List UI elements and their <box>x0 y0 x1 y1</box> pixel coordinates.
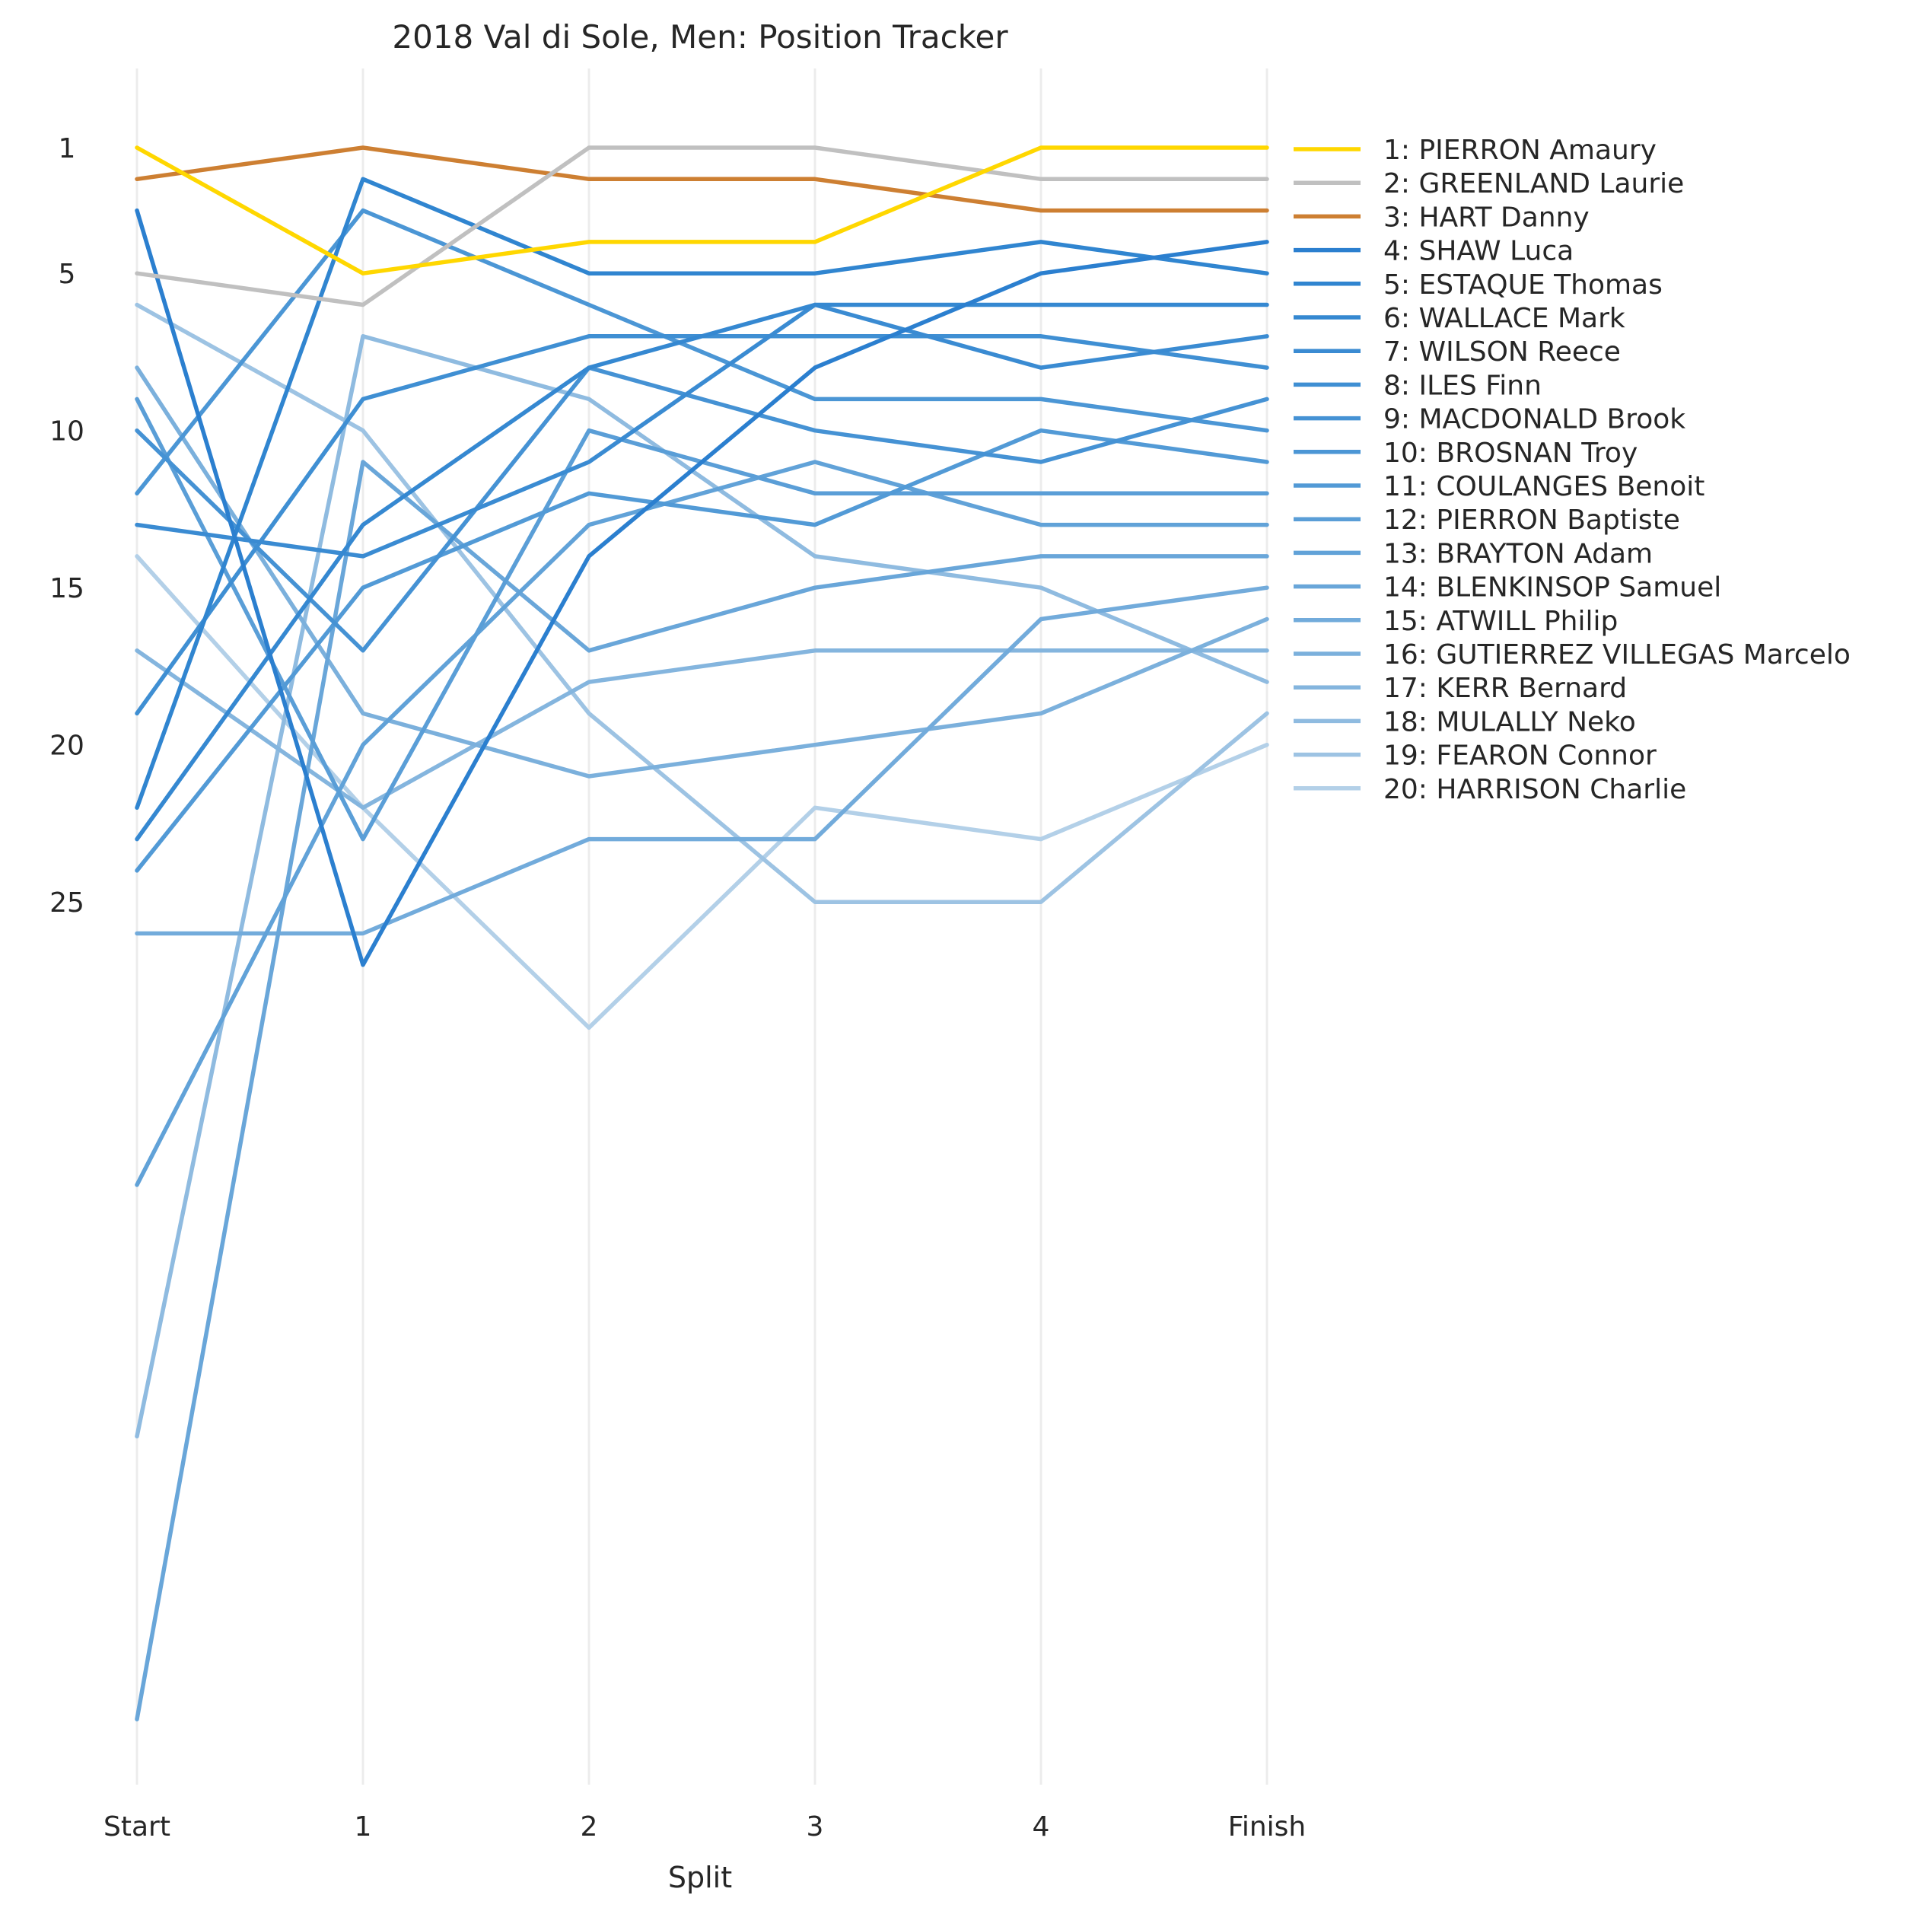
series-line-2 <box>135 145 1269 307</box>
y-tick-label: 1 <box>59 133 76 164</box>
legend-entry: 15: ATWILL Philip <box>1383 606 1618 637</box>
x-tick-label: Finish <box>1228 1811 1306 1843</box>
legend-entry: 18: MULALLY Neko <box>1383 706 1636 737</box>
x-tick-label: 4 <box>1033 1811 1050 1843</box>
legend-entry: 13: BRAYTON Adam <box>1383 538 1653 569</box>
x-tick-label: 2 <box>581 1811 598 1843</box>
legend-entry: 12: PIERRON Baptiste <box>1383 505 1680 536</box>
y-tick-label: 10 <box>49 416 84 447</box>
legend-entry: 10: BROSNAN Troy <box>1383 438 1638 469</box>
legend-entry: 20: HARRISON Charlie <box>1383 774 1686 805</box>
x-tick-label: Start <box>103 1811 170 1843</box>
legend-entry: 1: PIERRON Amaury <box>1383 135 1657 166</box>
y-tick-label: 5 <box>59 259 76 290</box>
legend-entry: 3: HART Danny <box>1383 202 1590 233</box>
series-line-11 <box>135 428 1269 873</box>
legend-entry: 6: WALLACE Mark <box>1383 303 1625 334</box>
series-line-19 <box>135 302 1269 904</box>
x-tick-label: 1 <box>355 1811 372 1843</box>
gridlines <box>135 68 1268 1785</box>
y-tick-label: 15 <box>49 573 84 604</box>
series-line-3 <box>135 145 1269 213</box>
series-line-5 <box>135 177 1269 811</box>
series-line-13 <box>135 460 1269 1187</box>
series-line-7 <box>135 302 1269 559</box>
series-line-10 <box>135 208 1269 496</box>
legend-entry: 19: FEARON Connor <box>1383 741 1657 772</box>
series-line-4 <box>135 208 1269 967</box>
legend-entry: 8: ILES Finn <box>1383 370 1542 401</box>
series-line-1 <box>135 145 1269 276</box>
legend-entry: 5: ESTAQUE Thomas <box>1383 269 1663 301</box>
series-line-15 <box>135 585 1269 936</box>
legend-entry: 16: GUTIERREZ VILLEGAS Marcelo <box>1383 639 1851 670</box>
legend-entry: 14: BLENKINSOP Samuel <box>1383 572 1721 604</box>
legend-entry: 4: SHAW Luca <box>1383 236 1574 267</box>
x-axis-label: Split <box>668 1861 732 1894</box>
y-tick-label: 20 <box>49 731 84 762</box>
legend-entry: 17: KERR Bernard <box>1383 673 1627 704</box>
series-lines <box>135 145 1269 1721</box>
legend-entry: 9: MACDONALD Brook <box>1383 404 1685 435</box>
legend-entry: 2: GREENLAND Laurie <box>1383 168 1684 199</box>
series-line-16 <box>135 365 1269 779</box>
x-tick-label: 3 <box>807 1811 824 1843</box>
series-line-6 <box>135 302 1269 842</box>
series-line-17 <box>135 648 1269 811</box>
x-tick-labels: Start 1 2 3 4 Finish <box>103 1811 1306 1843</box>
legend-entry: 7: WILSON Reece <box>1383 336 1621 368</box>
series-line-9 <box>135 365 1269 653</box>
series-line-18 <box>135 334 1269 1439</box>
y-tick-label: 25 <box>49 887 84 919</box>
chart-title: 2018 Val di Sole, Men: Position Tracker <box>392 18 1008 56</box>
legend-entry: 11: COULANGES Benoit <box>1383 471 1704 502</box>
series-line-14 <box>135 460 1269 1721</box>
